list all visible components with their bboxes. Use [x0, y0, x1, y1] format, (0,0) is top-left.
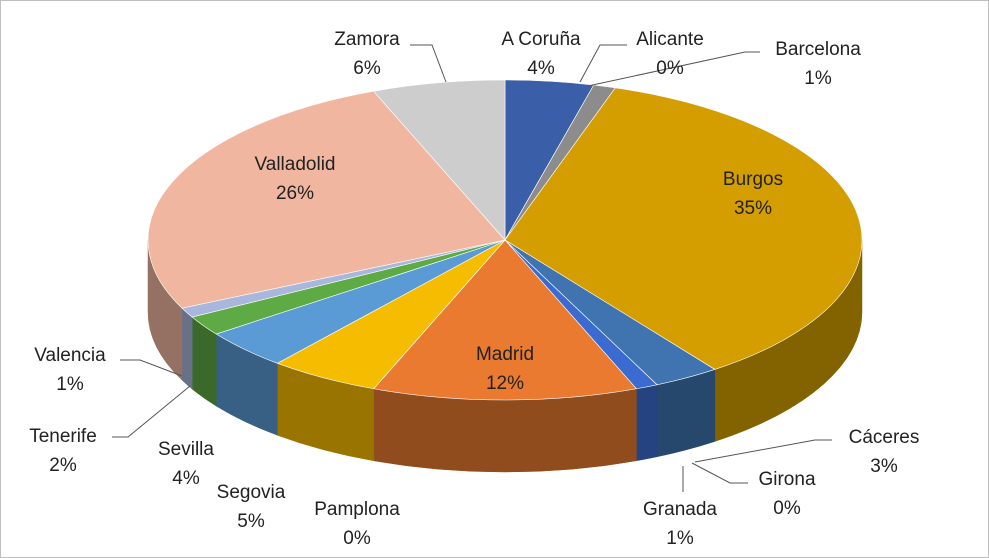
slice-label: Barcelona [775, 39, 861, 60]
leader-line [112, 385, 191, 438]
slice-label: Tenerife [29, 426, 97, 447]
slice-label: Granada [643, 499, 717, 520]
slice-value-label: 0% [656, 58, 684, 79]
slice [373, 79, 506, 241]
leader-line [587, 51, 760, 87]
slice-value-label: 4% [172, 468, 200, 489]
slice-value-label: 0% [343, 528, 371, 549]
leader-lines [112, 44, 832, 492]
slice-label: Madrid [476, 344, 534, 365]
leader-line [410, 44, 447, 83]
slice-label: Segovia [217, 482, 286, 503]
slice-value-label: 6% [353, 58, 381, 79]
slice-value-label: 12% [486, 373, 524, 394]
pie-sides [147, 239, 863, 473]
slice [373, 239, 637, 401]
slice-value-label: 35% [734, 198, 772, 219]
slice-label: Pamplona [314, 499, 400, 520]
slice-side [373, 388, 637, 473]
labels: A Coruña 4% Alicante 0% Barcelona 1% Burgos 35%… [29, 29, 919, 549]
slice-value-label: 4% [527, 58, 555, 79]
slice-value-label: 1% [56, 374, 84, 395]
leader-line [694, 439, 832, 463]
slice-value-label: 0% [773, 498, 801, 519]
slice [504, 87, 863, 370]
slice-label: Zamora [334, 29, 400, 50]
leader-line [120, 359, 183, 377]
slice-value-label: 2% [49, 455, 77, 476]
slice-value-label: 1% [804, 68, 832, 89]
slice-value-label: 5% [237, 511, 265, 532]
slice-label: Sevilla [158, 439, 214, 460]
slice-label: Alicante [636, 29, 704, 50]
slice-value-label: 3% [870, 456, 898, 477]
slice-value-label: 26% [276, 183, 314, 204]
slice-label: Valladolid [255, 154, 336, 175]
leader-line [691, 462, 748, 484]
pie-tops [147, 79, 863, 401]
slice-label: Burgos [723, 169, 783, 190]
slice [147, 90, 506, 309]
slice-side [181, 307, 193, 390]
leader-line [579, 44, 627, 83]
slice-label: A Coruña [501, 29, 581, 50]
slice-value-label: 1% [666, 528, 694, 549]
slice-label: Cáceres [849, 427, 920, 448]
slice-side [636, 384, 658, 462]
slice-label: Valencia [34, 345, 106, 366]
slice-label: Girona [758, 469, 815, 490]
